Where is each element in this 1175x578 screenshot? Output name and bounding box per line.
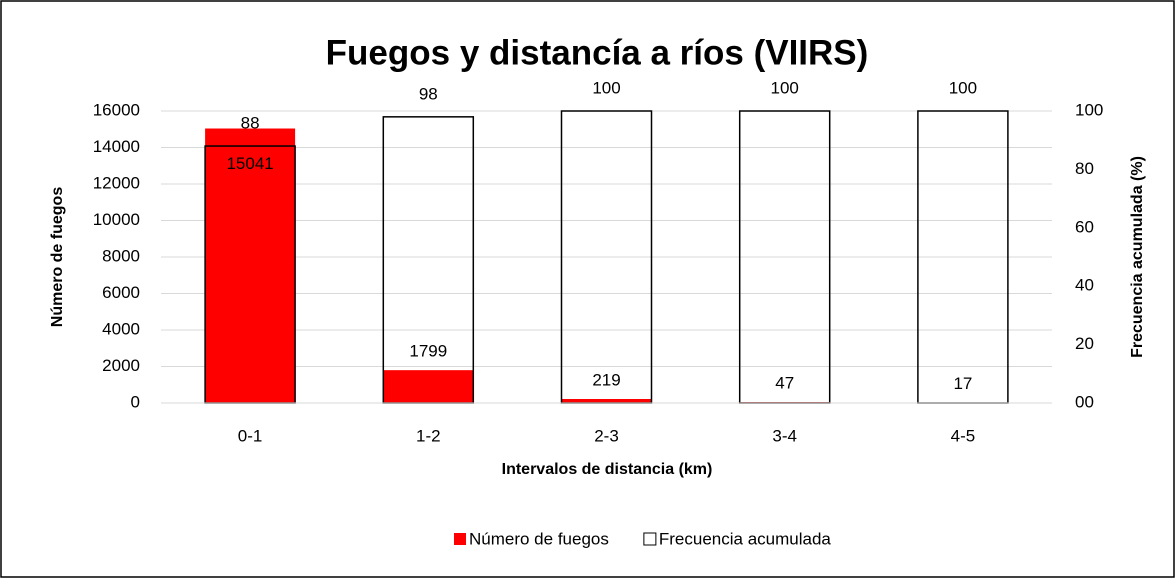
data-label: 100 bbox=[592, 78, 620, 97]
y-tick-label: 10000 bbox=[93, 210, 140, 229]
y-tick-label: 12000 bbox=[93, 173, 140, 192]
y-tick-label: 8000 bbox=[102, 246, 140, 265]
y-axis-label: Número de fuegos bbox=[49, 187, 66, 328]
legend-label: Número de fuegos bbox=[469, 529, 609, 548]
legend-label: Frecuencia acumulada bbox=[659, 529, 832, 548]
data-label: 98 bbox=[419, 84, 438, 103]
chart-title: Fuegos y distancía a ríos (VIIRS) bbox=[326, 33, 869, 72]
y2-tick-label: 80 bbox=[1075, 159, 1094, 178]
y2-tick-label: 60 bbox=[1075, 217, 1094, 236]
y-tick-label: 6000 bbox=[102, 283, 140, 302]
y-tick-label: 4000 bbox=[102, 319, 140, 338]
x-tick-label: 2-3 bbox=[594, 426, 619, 445]
data-label: 100 bbox=[771, 78, 799, 97]
x-tick-label: 1-2 bbox=[416, 426, 441, 445]
x-tick-label: 0-1 bbox=[238, 426, 263, 445]
data-label: 17 bbox=[953, 374, 972, 393]
bar bbox=[205, 128, 296, 403]
y-tick-label: 0 bbox=[131, 392, 140, 411]
data-label: 1799 bbox=[409, 342, 447, 361]
data-label: 47 bbox=[775, 374, 794, 393]
x-tick-label: 3-4 bbox=[772, 426, 797, 445]
y-tick-label: 16000 bbox=[93, 100, 140, 119]
y2-tick-label: 40 bbox=[1075, 276, 1094, 295]
legend-swatch bbox=[454, 533, 466, 545]
data-label: 219 bbox=[592, 370, 620, 389]
data-label: 88 bbox=[241, 114, 260, 133]
data-label: 100 bbox=[949, 78, 977, 97]
y-tick-label: 14000 bbox=[93, 137, 140, 156]
legend-swatch bbox=[643, 532, 657, 546]
bar bbox=[561, 399, 652, 403]
x-tick-label: 4-5 bbox=[951, 426, 976, 445]
y2-tick-label: 20 bbox=[1075, 334, 1094, 353]
y2-tick-label: 00 bbox=[1075, 392, 1094, 411]
x-axis-label: Intervalos de distancia (km) bbox=[502, 461, 713, 478]
y2-axis-label: Frecuencia acumulada (%) bbox=[1129, 156, 1146, 358]
y2-tick-label: 100 bbox=[1075, 100, 1103, 119]
data-label: 15041 bbox=[226, 154, 273, 173]
bar bbox=[383, 370, 474, 403]
y-tick-label: 2000 bbox=[102, 356, 140, 375]
